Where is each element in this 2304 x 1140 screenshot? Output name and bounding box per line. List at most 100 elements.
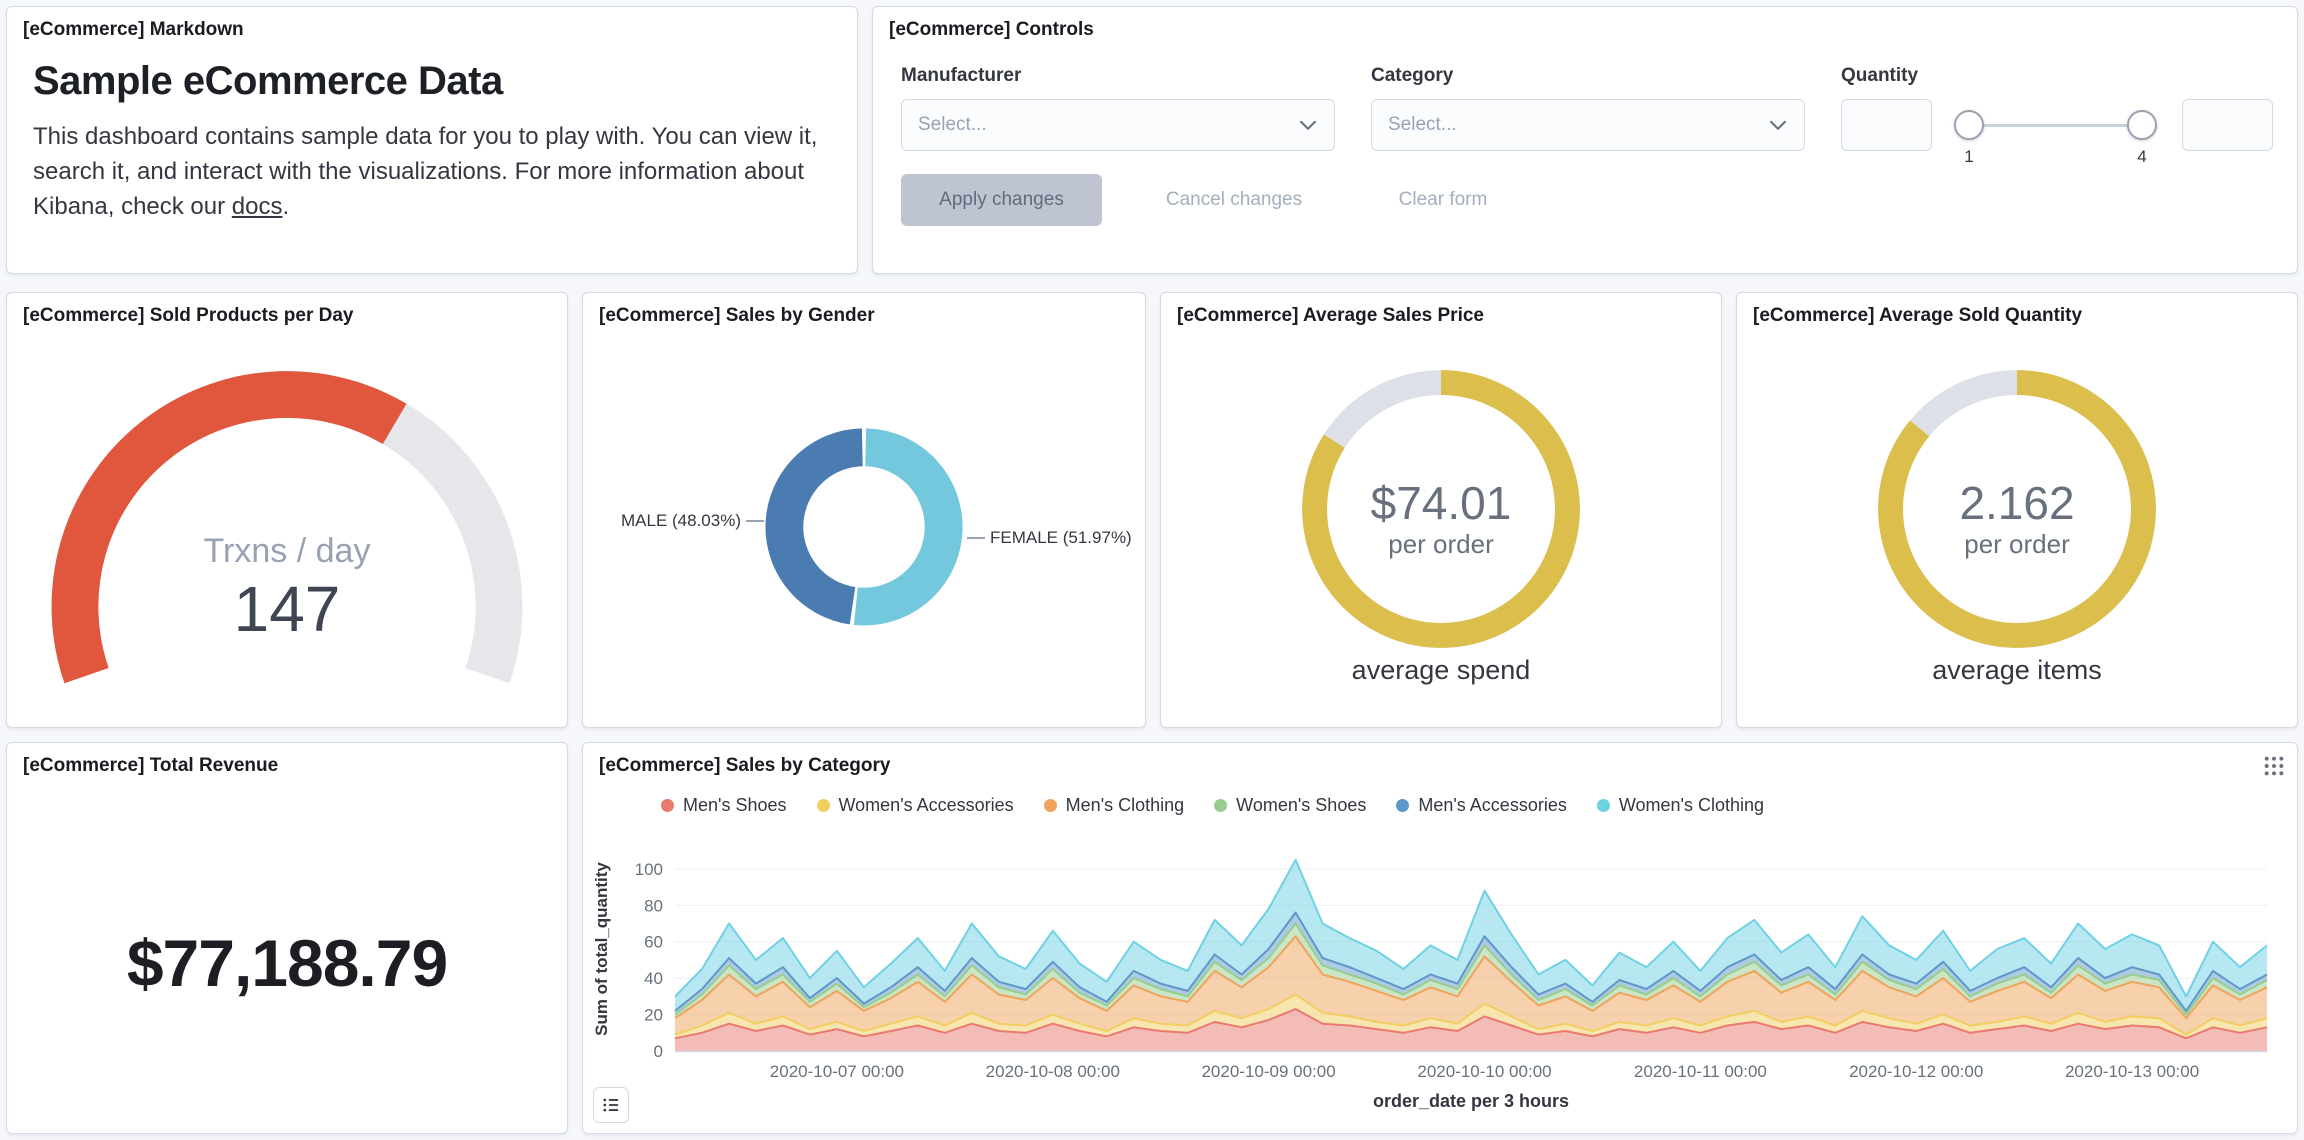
quantity-min-input[interactable] bbox=[1841, 99, 1932, 151]
sales-by-gender-svg bbox=[765, 428, 963, 626]
pie-slice-male bbox=[765, 428, 864, 625]
goal-sub-label: per order bbox=[1388, 529, 1494, 559]
pie-label-male: MALE (48.03%) bbox=[621, 511, 741, 530]
panel-title: [eCommerce] Markdown bbox=[23, 19, 244, 40]
area-line bbox=[674, 1008, 2268, 1040]
markdown-text-end: . bbox=[282, 193, 290, 220]
category-label: Category bbox=[1371, 65, 1454, 86]
panel-sold-products-per-day: [eCommerce] Sold Products per Day Trxns … bbox=[6, 292, 568, 728]
panel-title: [eCommerce] Average Sales Price bbox=[1177, 305, 1484, 326]
docs-link[interactable]: docs bbox=[231, 193, 283, 220]
panel-title: [eCommerce] Sales by Category bbox=[599, 755, 891, 776]
area-line bbox=[674, 922, 2268, 1016]
legend-toggle-icon bbox=[603, 1098, 619, 1112]
x-axis-tick-label: 2020-10-09 00:00 bbox=[1201, 1062, 1335, 1081]
goal-sub-label: per order bbox=[1964, 529, 2070, 559]
total-revenue-value: $77,188.79 bbox=[126, 926, 448, 1000]
y-axis-tick-label: 20 bbox=[644, 1006, 663, 1025]
markdown-text: This dashboard contains sample data for … bbox=[33, 123, 818, 220]
clear-form-button[interactable]: Clear form bbox=[1378, 174, 1508, 226]
quantity-min-value: 1 bbox=[1964, 147, 1974, 166]
quantity-slider-handle-max[interactable] bbox=[2127, 110, 2157, 140]
x-axis-title: order_date per 3 hours bbox=[1373, 1091, 1569, 1111]
quantity-label: Quantity bbox=[1841, 65, 1919, 86]
panel-options-icon bbox=[2264, 756, 2284, 776]
x-axis-tick-label: 2020-10-13 00:00 bbox=[2065, 1062, 2199, 1081]
y-axis-tick-label: 40 bbox=[644, 969, 663, 988]
legend-item[interactable]: Women's Clothing bbox=[1596, 795, 1765, 816]
panel-markdown: [eCommerce] Markdown Sample eCommerce Da… bbox=[6, 6, 858, 274]
panel-title: [eCommerce] Controls bbox=[889, 19, 1094, 40]
quantity-max-value: 4 bbox=[2137, 147, 2147, 166]
quantity-slider-track[interactable] bbox=[1969, 124, 2142, 127]
manufacturer-select-placeholder: Select... bbox=[918, 114, 987, 135]
area-line bbox=[674, 935, 2268, 1020]
legend-label: Men's Clothing bbox=[1065, 795, 1185, 815]
legend-dot-icon bbox=[1596, 799, 1610, 812]
legend-label: Men's Accessories bbox=[1418, 795, 1567, 815]
panel-options-button[interactable] bbox=[2263, 755, 2285, 777]
pie-leader-line-male bbox=[746, 520, 764, 522]
goal-text: 2.162 per order bbox=[1737, 477, 2297, 559]
panel-total-revenue: [eCommerce] Total Revenue $77,188.79 bbox=[6, 742, 568, 1134]
legend-item[interactable]: Men's Accessories bbox=[1396, 795, 1567, 816]
legend-dot-icon bbox=[1396, 799, 1410, 812]
area-band bbox=[675, 994, 2267, 1039]
y-axis-title: Sum of total_quantity bbox=[592, 862, 611, 1036]
panel-average-sales-price: [eCommerce] Average Sales Price $74.01 p… bbox=[1160, 292, 1722, 728]
x-axis-tick-label: 2020-10-07 00:00 bbox=[770, 1062, 904, 1081]
panel-sales-by-category: [eCommerce] Sales by Category Men's Shoe… bbox=[582, 742, 2298, 1134]
sold-products-gauge-svg bbox=[51, 371, 523, 684]
legend-label: Men's Shoes bbox=[683, 795, 787, 815]
legend-dot-icon bbox=[661, 799, 674, 812]
quantity-slider-handle-min[interactable] bbox=[1954, 110, 1984, 140]
area-line bbox=[674, 993, 2268, 1036]
gauge-text: Trxns / day 147 bbox=[7, 531, 567, 645]
chevron-down-icon bbox=[1300, 120, 1316, 130]
panel-title: [eCommerce] Total Revenue bbox=[23, 755, 279, 776]
panel-controls: [eCommerce] Controls Manufacturer Select… bbox=[872, 6, 2298, 274]
quantity-max-input[interactable] bbox=[2182, 99, 2273, 151]
legend-dot-icon bbox=[1043, 799, 1057, 812]
area-band bbox=[675, 1009, 2267, 1051]
area-line bbox=[674, 911, 2268, 1012]
legend-item[interactable]: Women's Accessories bbox=[816, 795, 1014, 816]
category-legend: Men's Shoes Women's Accessories Men's Clot… bbox=[661, 795, 1764, 816]
goal-text: $74.01 per order bbox=[1161, 477, 1721, 559]
legend-item[interactable]: Women's Shoes bbox=[1214, 795, 1366, 816]
avg-price-goal-svg bbox=[1302, 370, 1580, 648]
x-axis-tick-label: 2020-10-12 00:00 bbox=[1849, 1062, 1983, 1081]
legend-item[interactable]: Men's Clothing bbox=[1043, 795, 1185, 816]
y-axis-tick-label: 80 bbox=[644, 896, 663, 915]
cancel-changes-button[interactable]: Cancel changes bbox=[1146, 174, 1322, 226]
goal-value-arc bbox=[1302, 370, 1580, 648]
y-axis-tick-label: 0 bbox=[654, 1042, 663, 1061]
manufacturer-select[interactable]: Select... bbox=[901, 99, 1335, 151]
legend-label: Women's Accessories bbox=[838, 795, 1014, 815]
area-band bbox=[675, 923, 2267, 1019]
gauge-label: Trxns / day bbox=[203, 532, 371, 570]
legend-toggle-button[interactable] bbox=[593, 1087, 629, 1123]
category-select-placeholder: Select... bbox=[1388, 114, 1457, 135]
pie-leader-line-female bbox=[967, 537, 985, 539]
category-select[interactable]: Select... bbox=[1371, 99, 1805, 151]
goal-value: $74.01 bbox=[1370, 477, 1512, 529]
goal-caption: average items bbox=[1932, 655, 2102, 685]
manufacturer-label: Manufacturer bbox=[901, 65, 1022, 86]
legend-item[interactable]: Men's Shoes bbox=[661, 795, 787, 816]
gauge-value-arc bbox=[51, 371, 407, 684]
goal-value: 2.162 bbox=[1959, 477, 2075, 529]
legend-label: Women's Clothing bbox=[1618, 795, 1765, 815]
legend-dot-icon bbox=[1214, 799, 1228, 812]
markdown-heading: Sample eCommerce Data bbox=[33, 59, 503, 103]
markdown-body: This dashboard contains sample data for … bbox=[33, 119, 843, 224]
sales-by-category-svg: 0 20 40 60 80 100 2020-10-07 00:00 2020-10-08 0… bbox=[592, 858, 2268, 1111]
goal-value-arc bbox=[1878, 370, 2156, 648]
apply-changes-button[interactable]: Apply changes bbox=[901, 174, 1102, 226]
x-axis-tick-label: 2020-10-10 00:00 bbox=[1417, 1062, 1551, 1081]
gauge-value: 147 bbox=[233, 573, 341, 645]
legend-label: Women's Shoes bbox=[1236, 795, 1367, 815]
x-axis-tick-label: 2020-10-08 00:00 bbox=[986, 1062, 1120, 1081]
y-axis-tick-label: 60 bbox=[644, 933, 663, 952]
panel-title: [eCommerce] Sales by Gender bbox=[599, 305, 875, 326]
